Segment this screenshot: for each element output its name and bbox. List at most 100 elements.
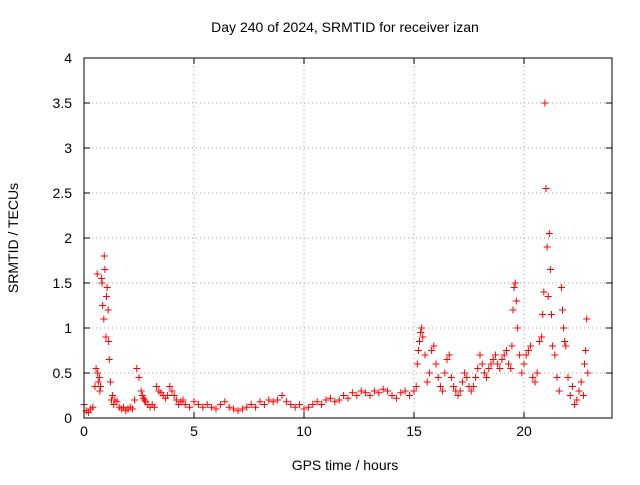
y-tick-label: 3 (64, 140, 72, 156)
chart-title: Day 240 of 2024, SRMTID for receiver iza… (211, 19, 479, 35)
data-point (265, 396, 273, 404)
data-point (105, 356, 113, 363)
data-point (170, 392, 178, 399)
data-point (353, 392, 361, 399)
data-point (172, 396, 180, 404)
data-point (370, 387, 378, 395)
data-point (260, 401, 268, 408)
data-point (472, 374, 480, 381)
data-point (549, 342, 557, 350)
data-point (92, 365, 100, 372)
data-point (95, 374, 103, 381)
data-point (106, 378, 114, 386)
data-point (434, 374, 442, 381)
data-point (104, 306, 112, 314)
data-point (89, 403, 97, 411)
data-point (445, 351, 453, 359)
data-point (137, 387, 145, 395)
data-point (485, 365, 493, 372)
data-point (531, 378, 539, 386)
data-point (483, 374, 491, 381)
data-point (463, 374, 471, 381)
data-point (252, 403, 260, 411)
data-point (516, 351, 524, 359)
data-point (216, 401, 224, 408)
data-point (230, 405, 238, 413)
data-point (507, 365, 515, 372)
data-point (467, 387, 475, 395)
data-point (542, 185, 550, 192)
data-point (278, 392, 286, 399)
axis-ticks: 0 5 10 15 20 0 0.5 1 1.5 2 2.5 3 3.5 4 (53, 50, 612, 439)
data-point (421, 351, 429, 359)
data-point (164, 392, 172, 399)
data-point (476, 351, 484, 359)
data-point (579, 392, 587, 399)
data-point (194, 401, 202, 408)
data-point (139, 394, 147, 402)
data-point (225, 403, 233, 411)
data-point (309, 401, 317, 408)
data-point (274, 396, 282, 404)
data-point (199, 403, 207, 411)
data-point (322, 396, 330, 404)
y-axis-label: SRMTID / TECUs (5, 183, 21, 293)
x-tick-label: 0 (80, 423, 88, 439)
data-point (509, 306, 517, 314)
data-point (583, 315, 591, 323)
data-point (573, 396, 581, 404)
y-tick-label: 1.5 (53, 275, 73, 291)
data-point (269, 398, 277, 406)
data-point (375, 389, 383, 397)
data-point (510, 284, 518, 291)
data-point (304, 403, 312, 411)
data-point (480, 369, 488, 377)
data-point (458, 378, 466, 386)
data-point (186, 403, 194, 411)
data-point (417, 329, 425, 336)
data-point (582, 347, 590, 354)
data-point (379, 385, 387, 393)
data-point (500, 351, 508, 359)
y-tick-label: 3.5 (53, 95, 73, 111)
data-point (221, 398, 229, 406)
data-point (533, 369, 541, 377)
data-point (168, 387, 176, 395)
data-point (103, 284, 111, 291)
data-point (208, 403, 216, 411)
data-point (179, 396, 187, 404)
data-point (450, 383, 458, 390)
y-tick-label: 0.5 (53, 365, 73, 381)
data-point (575, 387, 583, 395)
y-tick-label: 4 (64, 50, 72, 66)
data-point (98, 279, 106, 287)
data-point (388, 392, 396, 399)
data-point (447, 374, 455, 381)
y-tick-label: 2 (64, 230, 72, 246)
data-point (318, 401, 326, 408)
data-point (133, 365, 141, 372)
data-point (432, 360, 440, 368)
data-point (548, 311, 555, 318)
x-tick-label: 20 (516, 423, 532, 439)
data-point (109, 392, 117, 399)
data-point (418, 324, 426, 332)
grid (84, 58, 612, 418)
data-point (100, 252, 108, 260)
data-point (93, 270, 101, 278)
x-tick-label: 10 (296, 423, 312, 439)
data-point (141, 396, 148, 404)
data-point (150, 403, 158, 411)
data-point (313, 398, 321, 406)
data-point (401, 387, 409, 395)
data-point (416, 338, 423, 345)
data-point (557, 284, 565, 291)
data-point (505, 360, 513, 368)
data-point (340, 392, 348, 399)
data-point (384, 387, 392, 395)
data-point (128, 405, 136, 413)
data-point (496, 365, 504, 372)
data-point (96, 387, 104, 395)
data-point (520, 360, 528, 368)
